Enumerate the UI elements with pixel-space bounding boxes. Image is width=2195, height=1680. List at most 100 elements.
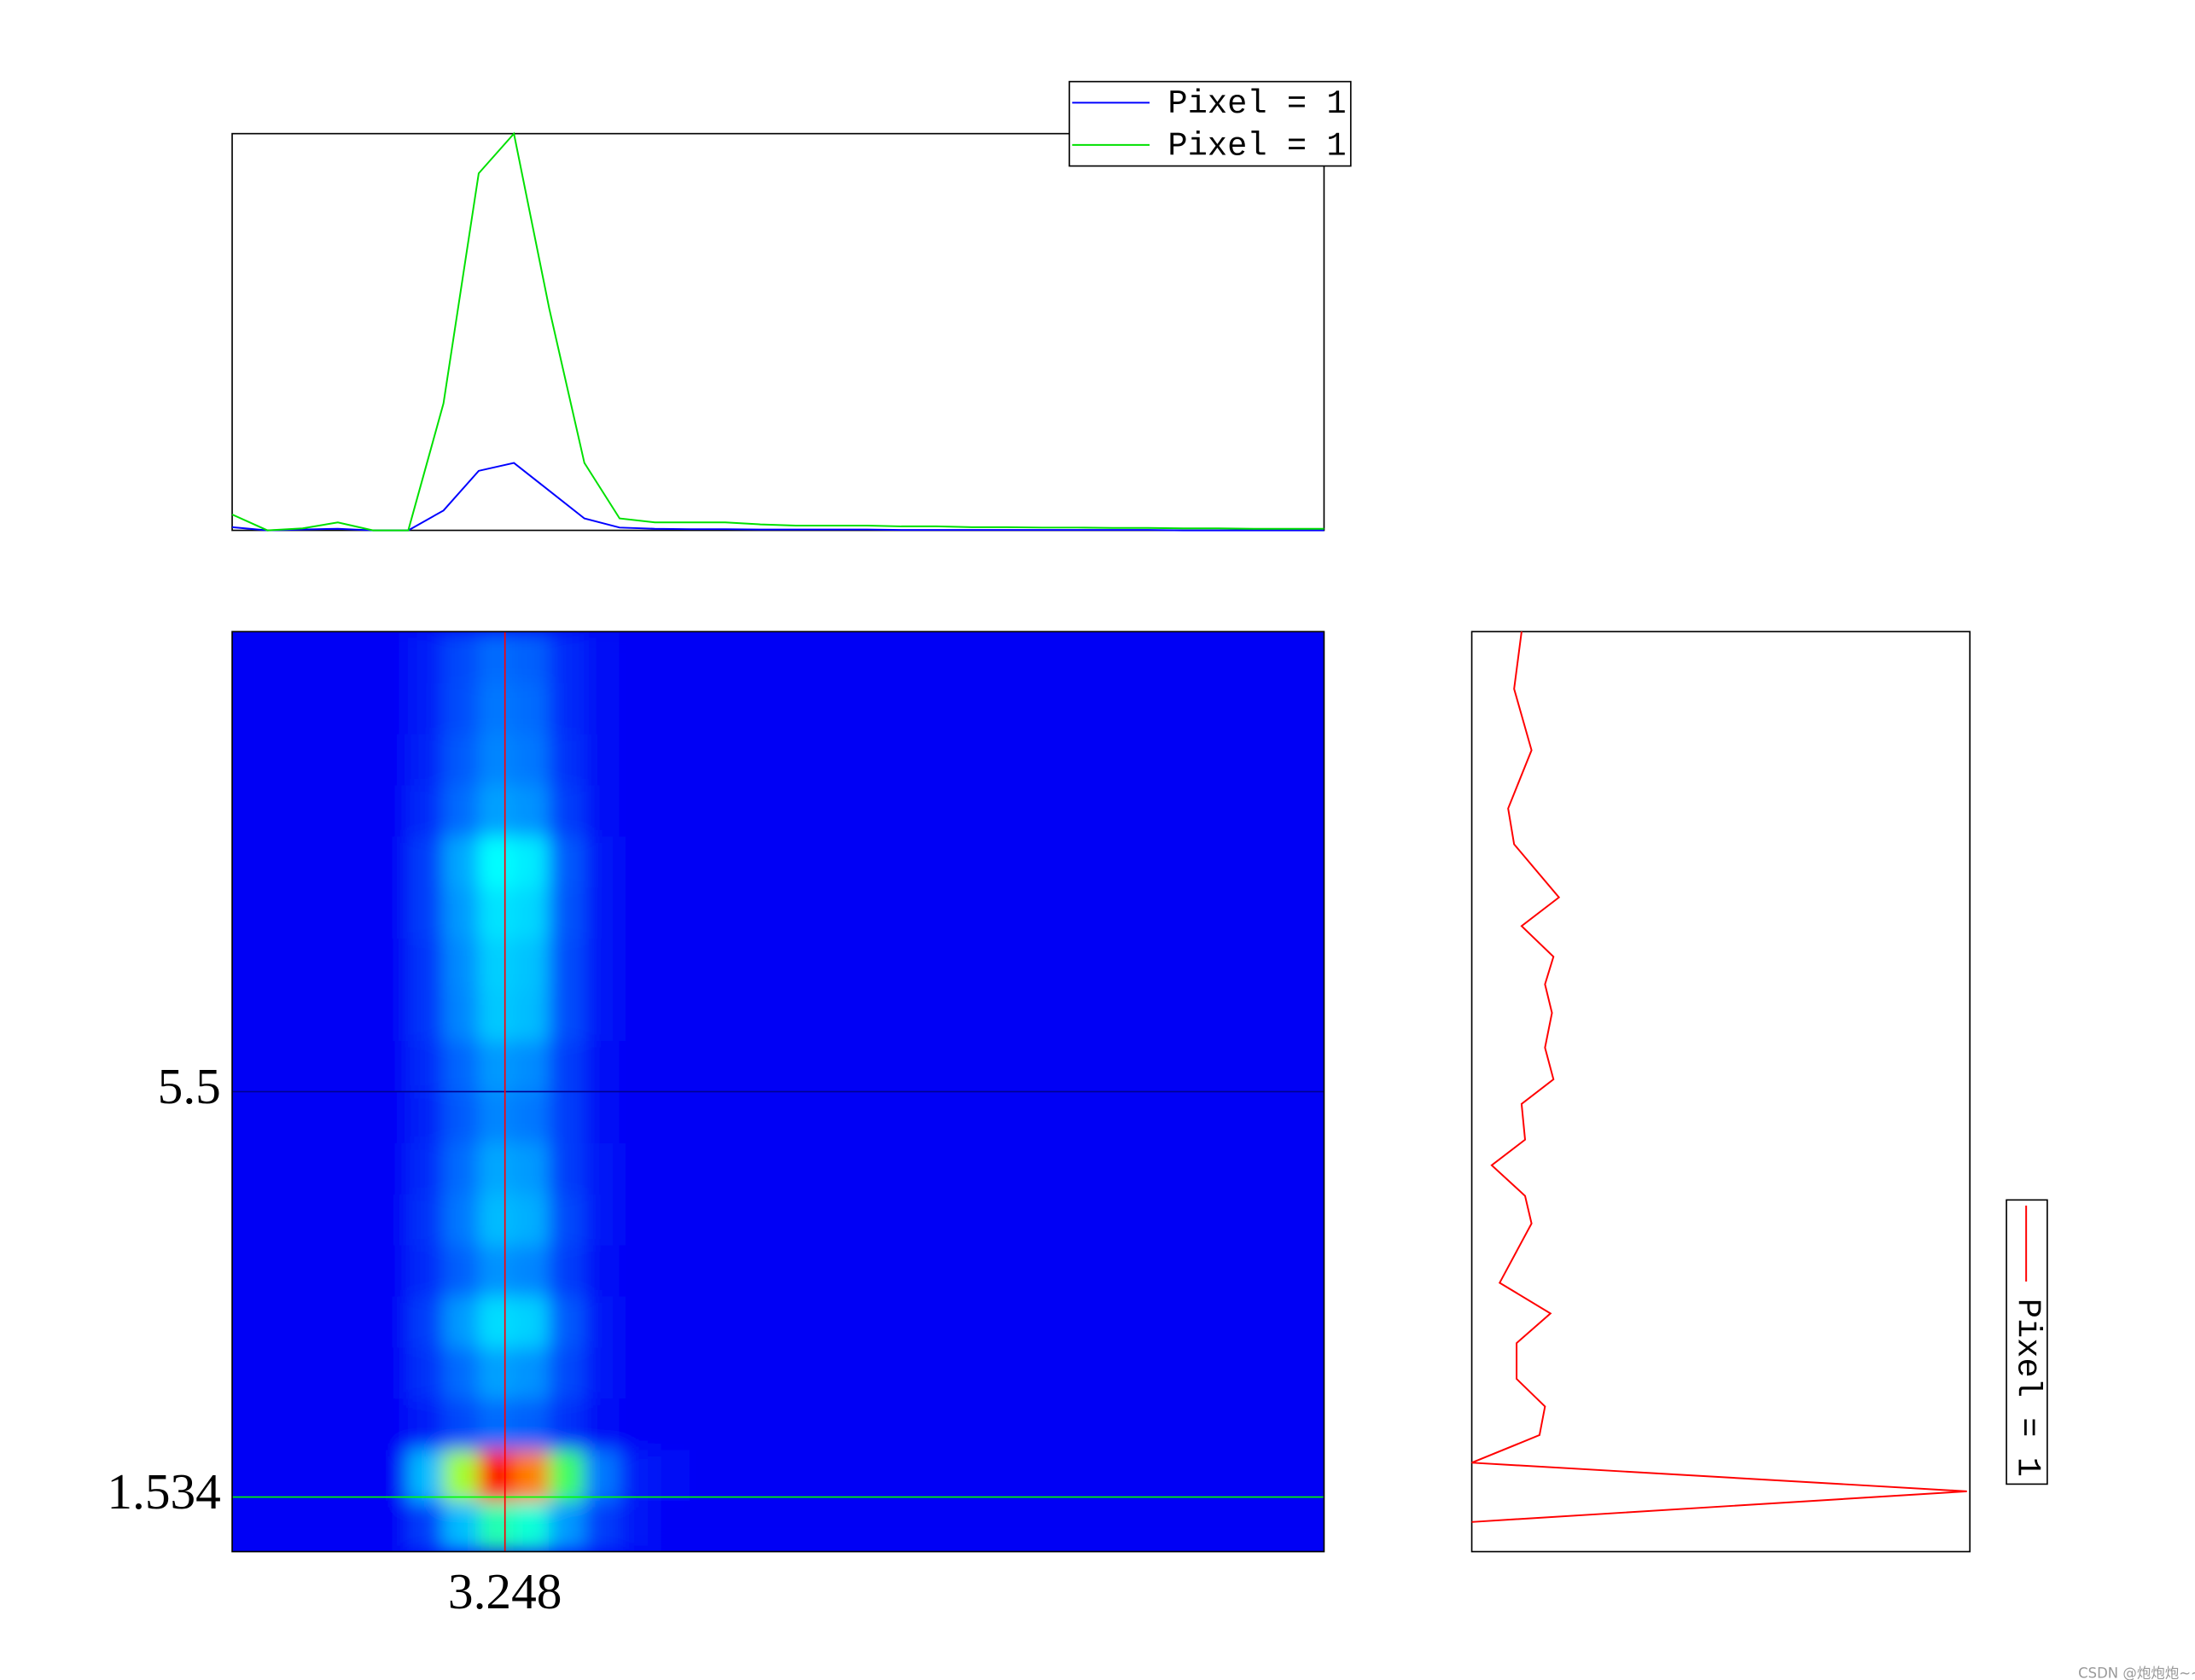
heatmap-cell	[1112, 733, 1149, 786]
heatmap-cell	[372, 1398, 409, 1450]
heatmap-cell	[690, 1193, 726, 1246]
heatmap-cell	[232, 989, 268, 1042]
heatmap-cell	[1182, 938, 1220, 991]
heatmap-cell	[935, 1346, 973, 1399]
heatmap-cell	[1077, 835, 1114, 888]
heatmap-cell	[1218, 682, 1255, 735]
heatmap-cell	[372, 1040, 409, 1092]
heatmap-cell	[725, 1040, 761, 1092]
heatmap-cell	[407, 1244, 445, 1297]
heatmap-cell	[690, 938, 726, 991]
heatmap-cell	[478, 1500, 515, 1552]
heatmap-cell	[232, 1449, 268, 1502]
heatmap-cell	[266, 631, 304, 683]
heatmap-cell	[302, 1398, 339, 1450]
heatmap-cell	[548, 1142, 585, 1195]
heatmap-cell	[1077, 733, 1114, 786]
heatmap-cell	[654, 1193, 691, 1246]
heatmap-cell	[232, 1244, 268, 1297]
heatmap-cell	[1041, 733, 1079, 786]
heatmap-cell	[337, 784, 374, 837]
heatmap-cell	[654, 733, 691, 786]
heatmap-cell	[1041, 887, 1079, 939]
heatmap-cell	[443, 1295, 480, 1348]
heatmap-cell	[513, 1295, 550, 1348]
heatmap-cell	[1041, 1193, 1079, 1246]
heatmap-cell	[1288, 784, 1325, 837]
heatmap-cell	[760, 1500, 796, 1552]
heatmap-cell	[619, 989, 655, 1042]
heatmap-cell	[935, 1142, 973, 1195]
heatmap-cell	[760, 1244, 796, 1297]
heatmap-cell	[443, 1398, 480, 1450]
heatmap-cell	[548, 1449, 585, 1502]
heatmap-cell	[266, 1346, 304, 1399]
heatmap-cell	[1147, 1193, 1184, 1246]
heatmap-cell	[443, 1244, 480, 1297]
heatmap-cell	[302, 682, 339, 735]
heatmap-cell	[1288, 1449, 1325, 1502]
heatmap-cell	[1112, 1193, 1149, 1246]
heatmap-cell	[654, 1090, 691, 1143]
heatmap-cell	[266, 1142, 304, 1195]
heatmap-cell	[1253, 1244, 1290, 1297]
heatmap-cell	[1147, 989, 1184, 1042]
heatmap-cell	[266, 835, 304, 888]
heatmap-cell	[1077, 631, 1114, 683]
heatmap-cell	[760, 1193, 796, 1246]
heatmap-cell	[795, 938, 832, 991]
heatmap-cell	[795, 1193, 832, 1246]
heatmap-cell	[1006, 1090, 1043, 1143]
heatmap-cell	[1253, 938, 1290, 991]
heatmap-cell	[266, 1398, 304, 1450]
heatmap-cell	[619, 1193, 655, 1246]
heatmap-cell	[971, 1346, 1008, 1399]
heatmap-cell	[619, 682, 655, 735]
heatmap-cell	[372, 938, 409, 991]
heatmap-cell	[513, 1449, 550, 1502]
heatmap-cell	[584, 1500, 620, 1552]
heatmap-cell	[690, 733, 726, 786]
heatmap-cell	[548, 1193, 585, 1246]
heatmap-cell	[971, 1244, 1008, 1297]
heatmap-cell	[654, 1398, 691, 1450]
heatmap-cell	[407, 733, 445, 786]
heatmap-cell	[1041, 938, 1079, 991]
heatmap-cell	[232, 784, 268, 837]
heatmap-cell	[443, 631, 480, 683]
heatmap-cell	[1112, 1244, 1149, 1297]
heatmap-cell	[1218, 887, 1255, 939]
heatmap-cell	[372, 1346, 409, 1399]
heatmap-cell	[337, 1040, 374, 1092]
heatmap-cell	[513, 1346, 550, 1399]
heatmap-cell	[1182, 835, 1220, 888]
heatmap-cell	[1147, 631, 1184, 683]
x-tick-label: 3.248	[448, 1563, 562, 1619]
heatmap-cell	[795, 989, 832, 1042]
heatmap-cell	[1077, 1244, 1114, 1297]
heatmap-cell	[619, 1398, 655, 1450]
heatmap-cell	[935, 631, 973, 683]
heatmap-cell	[830, 1244, 867, 1297]
heatmap-cell	[900, 1500, 937, 1552]
heatmap-cell	[1218, 1142, 1255, 1195]
heatmap-cell	[1077, 1500, 1114, 1552]
heatmap-cell	[1147, 938, 1184, 991]
heatmap-cell	[830, 1193, 867, 1246]
heatmap-cell	[935, 1500, 973, 1552]
heatmap-cell	[690, 1244, 726, 1297]
heatmap-cell	[372, 784, 409, 837]
heatmap-cell	[1041, 1090, 1079, 1143]
heatmap-cell	[372, 1142, 409, 1195]
heatmap-cell	[619, 1040, 655, 1092]
heatmap-cell	[337, 1500, 374, 1552]
heatmap-cell	[830, 1090, 867, 1143]
heatmap-cell	[830, 1449, 867, 1502]
heatmap-cell	[1253, 989, 1290, 1042]
heatmap-cell	[865, 784, 902, 837]
heatmap-cell	[865, 1142, 902, 1195]
heatmap-cell	[1077, 1449, 1114, 1502]
heatmap-cell	[690, 1142, 726, 1195]
heatmap-cell	[900, 887, 937, 939]
